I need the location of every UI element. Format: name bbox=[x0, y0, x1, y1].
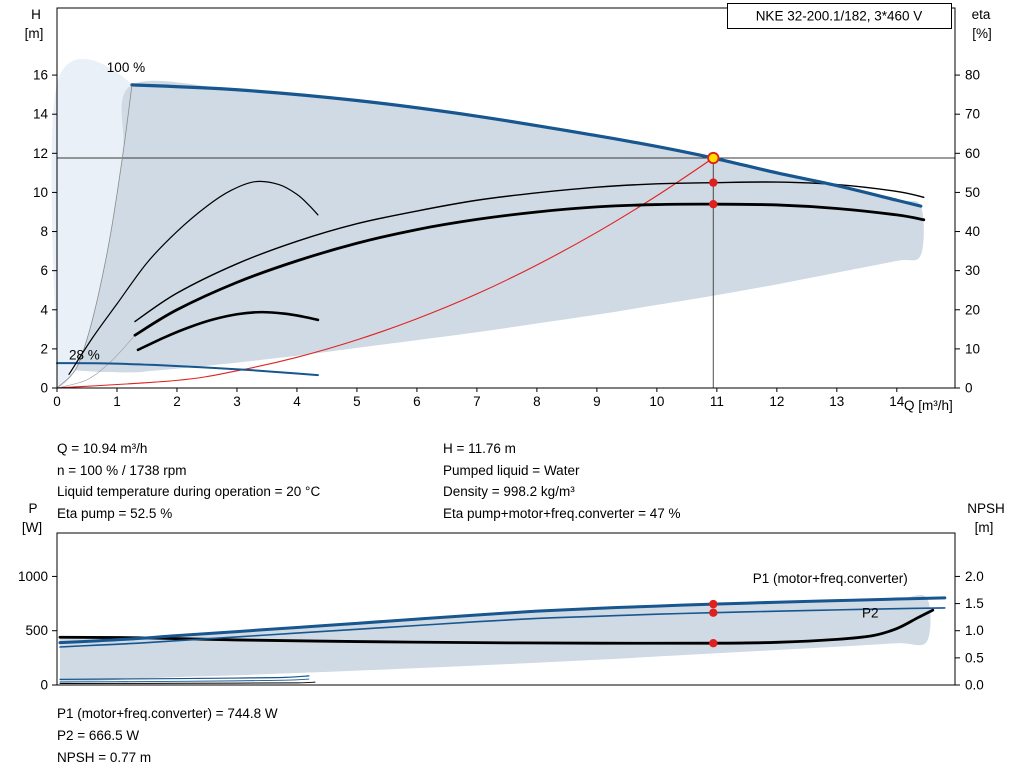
q-axis-label: Q [m³/h] bbox=[904, 398, 953, 413]
tick-label: 3 bbox=[233, 394, 241, 409]
tick-label: 1000 bbox=[18, 569, 48, 584]
below-min-speed-region bbox=[51, 58, 136, 388]
eta-total-curve-28pct bbox=[136, 310, 320, 352]
p1-curve-28pct bbox=[59, 675, 310, 680]
tick-label: 0 bbox=[40, 381, 48, 396]
h-axis-unit: [m] bbox=[25, 26, 44, 41]
tick-label: 12 bbox=[769, 394, 784, 409]
p2-curve-28pct bbox=[59, 678, 310, 683]
hq-curve-28pct bbox=[56, 362, 319, 377]
tick-label: 0 bbox=[53, 394, 61, 409]
eta-total-duty-marker bbox=[709, 200, 718, 209]
eta-pump-curve-28pct bbox=[68, 180, 319, 375]
p-axis-unit: [W] bbox=[22, 520, 42, 535]
info-q: Q = 10.94 m³/h bbox=[57, 441, 147, 456]
npsh-axis-unit: [m] bbox=[975, 520, 994, 535]
info-liquid-temp: Liquid temperature during operation = 20… bbox=[57, 484, 320, 499]
p1-curve-label: P1 (motor+freq.converter) bbox=[753, 571, 908, 586]
npsh-axis-title: NPSH bbox=[967, 501, 1005, 516]
p1-curve-100pct bbox=[58, 596, 947, 645]
info-speed: n = 100 % / 1738 rpm bbox=[57, 463, 186, 478]
p2-curve-100pct bbox=[59, 607, 946, 648]
tick-label: 13 bbox=[829, 394, 844, 409]
qh-eta-chart: 0 1 2 3 4 5 6 7 8 9 10 11 12 13 1402468101214160102030… bbox=[33, 7, 980, 409]
tick-label: 10 bbox=[965, 341, 980, 356]
hq-curve-100pct bbox=[130, 83, 923, 208]
tick-label: 80 bbox=[965, 68, 980, 83]
npsh-duty-marker bbox=[709, 639, 718, 648]
tick-label: 500 bbox=[25, 623, 48, 638]
tick-label: 4 bbox=[293, 394, 301, 409]
tick-label: 4 bbox=[40, 302, 48, 317]
tick-label: 0 bbox=[965, 381, 973, 396]
tick-label: 10 bbox=[649, 394, 664, 409]
p1-duty-marker bbox=[709, 599, 718, 609]
tick-label: 14 bbox=[33, 107, 49, 122]
power-npsh-chart: 0 500 1000 0.0 0.5 1.0 1.5 2.0 P1 (motor+freq.co… bbox=[18, 532, 984, 693]
info-pumped-liquid: Pumped liquid = Water bbox=[443, 463, 580, 478]
tick-label: 70 bbox=[965, 107, 980, 122]
p-axis-title: P bbox=[28, 501, 37, 516]
tick-label: 9 bbox=[593, 394, 601, 409]
tick-label: 8 bbox=[40, 224, 48, 239]
tick-label: 5 bbox=[353, 394, 361, 409]
tick-label: 60 bbox=[965, 146, 980, 161]
tick-label: 16 bbox=[33, 68, 48, 83]
power-npsh-chart-frame bbox=[56, 532, 956, 686]
info-npsh: NPSH = 0.77 m bbox=[57, 750, 151, 765]
tick-label: 2.0 bbox=[965, 569, 984, 584]
info-eta-total: Eta pump+motor+freq.converter = 47 % bbox=[443, 506, 681, 521]
tick-label: 0.5 bbox=[965, 650, 984, 665]
tick-label: 0.0 bbox=[965, 678, 984, 693]
pump-title: NKE 32-200.1/182, 3*460 V bbox=[756, 9, 923, 24]
eta-pump-curve-100pct bbox=[134, 181, 925, 323]
npsh-curve-100pct bbox=[58, 608, 935, 645]
tick-label: 6 bbox=[413, 394, 421, 409]
tick-label: 30 bbox=[965, 263, 980, 278]
affinity-guide-curve bbox=[56, 334, 136, 389]
tick-label: 8 bbox=[533, 394, 541, 409]
tick-label: 6 bbox=[40, 263, 48, 278]
speed-100-label: 100 % bbox=[107, 60, 145, 75]
info-p1: P1 (motor+freq.converter) = 744.8 W bbox=[57, 706, 278, 721]
tick-label: 40 bbox=[965, 224, 980, 239]
info-density: Density = 998.2 kg/m³ bbox=[443, 484, 575, 499]
h-axis-title: H bbox=[31, 7, 41, 22]
eta-pump-duty-marker bbox=[709, 178, 718, 187]
tick-label: 11 bbox=[710, 394, 724, 409]
min-speed-boundary-curve bbox=[56, 84, 133, 389]
p2-duty-marker bbox=[709, 608, 718, 617]
tick-label: 10 bbox=[33, 185, 48, 200]
tick-label: 50 bbox=[965, 185, 980, 200]
tick-label: 12 bbox=[33, 146, 48, 161]
duty-point-marker[interactable] bbox=[707, 151, 720, 165]
pump-title-box bbox=[727, 3, 952, 29]
operating-data-text: Q = 10.94 m³/h n = 100 % / 1738 rpm Liqu… bbox=[57, 441, 681, 521]
tick-label: 0 bbox=[40, 678, 48, 693]
info-head: H = 11.76 m bbox=[443, 441, 516, 456]
qh-eta-chart-frame bbox=[56, 7, 956, 389]
tick-label: 1.0 bbox=[965, 623, 984, 638]
eta-axis-title: eta bbox=[972, 7, 991, 22]
tick-label: 7 bbox=[473, 394, 481, 409]
npsh-curve-28pct bbox=[59, 681, 316, 684]
operating-envelope-region bbox=[75, 80, 924, 373]
power-envelope-region bbox=[60, 594, 931, 684]
tick-label: 2 bbox=[173, 394, 181, 409]
tick-label: 1.5 bbox=[965, 596, 984, 611]
tick-label: 20 bbox=[965, 302, 980, 317]
eta-axis-unit: [%] bbox=[972, 26, 992, 41]
p2-curve-label: P2 bbox=[862, 606, 879, 621]
tick-label: 14 bbox=[889, 394, 905, 409]
tick-label: 2 bbox=[40, 341, 48, 356]
eta-total-curve-100pct bbox=[133, 202, 926, 337]
speed-28-label: 28 % bbox=[69, 348, 100, 363]
power-data-text: P1 (motor+freq.converter) = 744.8 W P2 =… bbox=[57, 706, 278, 765]
tick-label: 1 bbox=[113, 394, 121, 409]
info-p2: P2 = 666.5 W bbox=[57, 728, 139, 743]
info-eta-pump: Eta pump = 52.5 % bbox=[57, 506, 172, 521]
system-curve-red bbox=[56, 157, 714, 389]
